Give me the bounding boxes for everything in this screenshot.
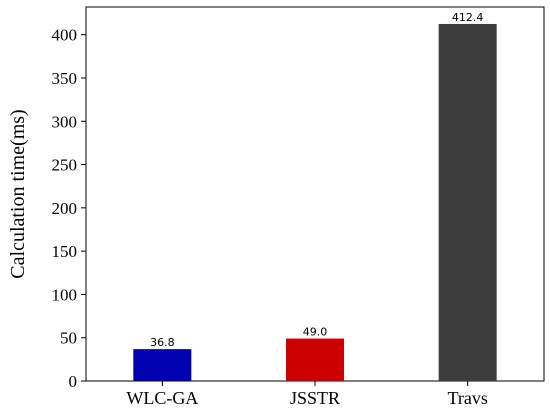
x-tick-label: JSSTR (290, 388, 340, 408)
y-tick-label: 200 (52, 199, 78, 218)
y-tick-label: 250 (52, 156, 78, 175)
y-tick-label: 50 (60, 329, 77, 348)
x-tick-label: Travs (447, 388, 487, 408)
y-tick-label: 300 (52, 112, 78, 131)
data-label: 412.4 (452, 11, 484, 24)
x-tick-label: WLC-GA (126, 388, 198, 408)
bar-travs (438, 23, 497, 382)
y-axis-title: Calculation time(ms) (7, 109, 29, 278)
bar-jsstr (285, 338, 345, 381)
bars: 36.8 49.0 412.4 (133, 11, 497, 382)
y-axis: 0 50 100 150 200 250 300 350 400 (52, 26, 86, 391)
bar-wlc-ga (133, 349, 192, 381)
x-axis: WLC-GA JSSTR Travs (126, 381, 488, 408)
data-label: 49.0 (303, 326, 328, 339)
y-tick-label: 0 (69, 372, 78, 391)
y-tick-label: 100 (52, 285, 78, 304)
data-label: 36.8 (150, 336, 175, 349)
y-tick-label: 350 (52, 69, 78, 88)
y-tick-label: 400 (52, 26, 78, 45)
y-tick-label: 150 (52, 242, 78, 261)
